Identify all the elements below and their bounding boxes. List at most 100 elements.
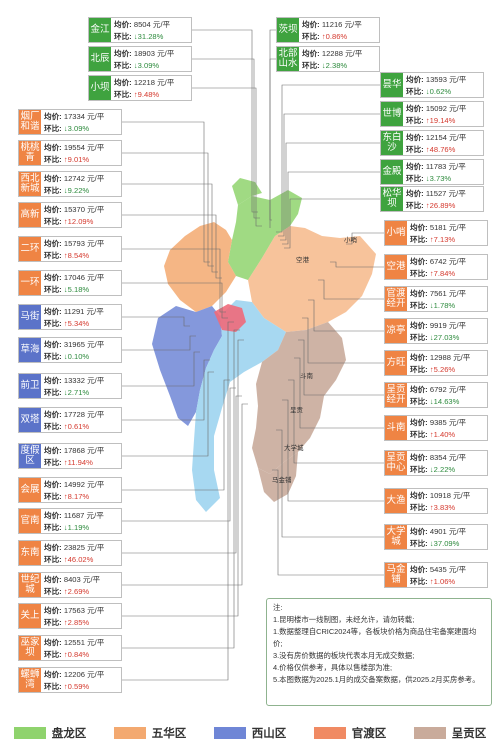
plate-mom: ↑2.69% (63, 586, 90, 596)
plate-mom-row: 环比: ↓0.62% (406, 86, 466, 98)
plate-values: 均价: 12288 元/平 环比: ↓2.38% (299, 47, 365, 71)
plate-values: 均价: 4901 元/平 环比: ↓37.09% (407, 525, 469, 549)
plate-price-row: 均价: 8354 元/平 (410, 452, 466, 464)
connector-line (122, 282, 228, 319)
plate-values: 均价: 12551 元/平 环比: ↑0.84% (41, 636, 107, 660)
plate-mom-row: 环比: ↑11.94% (44, 457, 104, 469)
plate-mom: ↑9.48% (133, 89, 160, 99)
plate-card: 大学城 均价: 4901 元/平 环比: ↓37.09% (384, 524, 488, 550)
mom-label: 环比: (44, 250, 62, 260)
price-label: 均价: (302, 49, 320, 58)
plate-mom: ↑1.40% (429, 429, 456, 439)
connector-line (122, 248, 226, 313)
plate-price: 11291 元/平 (63, 307, 104, 316)
mom-label: 环比: (44, 216, 62, 226)
price-label: 均价: (114, 78, 132, 87)
plate-card: 小坝 均价: 12218 元/平 环比: ↑9.48% (88, 75, 192, 101)
connector-line (288, 379, 384, 464)
plate-price: 12206 元/平 (63, 670, 105, 679)
plate-mom: ↑3.83% (429, 502, 456, 512)
map-region-chenggong (252, 322, 346, 474)
price-label: 均价: (44, 340, 62, 349)
plate-price: 5181 元/平 (429, 223, 467, 232)
price-label: 均价: (410, 353, 428, 362)
connector-line (318, 279, 384, 300)
plate-price: 12988 元/平 (429, 353, 471, 362)
connector-line (122, 329, 240, 649)
connector-line (122, 321, 234, 681)
notes-line-2: 1.数据整理自CRIC2024等，各板块价格为商品住宅备案建面均价; (273, 627, 477, 648)
plate-price-row: 均价: 23825 元/平 (44, 542, 104, 554)
plate-price-row: 均价: 31965 元/平 (44, 339, 104, 351)
plate-name: 桃桃青 (19, 141, 41, 165)
plate-mom: ↑0.59% (63, 681, 90, 691)
plate-name: 螺蛳湾 (19, 668, 41, 692)
plate-price: 17334 元/平 (63, 112, 105, 121)
plate-price: 5435 元/平 (429, 565, 467, 574)
plate-card: 双塔 均价: 17728 元/平 环比: ↑0.61% (18, 407, 122, 433)
plate-mom-row: 环比: ↑19.14% (406, 115, 466, 127)
plate-mom-row: 环比: ↓2.71% (44, 387, 104, 399)
price-label: 均价: (406, 133, 424, 142)
mom-label: 环比: (44, 586, 62, 596)
plate-card: 烟厂和谐 均价: 17334 元/平 环比: ↓3.09% (18, 109, 122, 135)
price-label: 均价: (44, 446, 62, 455)
plate-price-row: 均价: 11783 元/平 (406, 161, 466, 173)
mom-label: 环比: (44, 421, 62, 431)
price-label: 均价: (410, 418, 428, 427)
plate-price-row: 均价: 6742 元/平 (410, 256, 466, 268)
plate-mom: ↑2.85% (63, 617, 90, 627)
plate-name: 小坝 (89, 76, 111, 100)
plate-name: 官渡经开 (385, 287, 407, 311)
plate-mom-row: 环比: ↓14.63% (410, 396, 466, 408)
mom-label: 环比: (114, 89, 132, 99)
price-label: 均价: (410, 565, 428, 574)
plate-values: 均价: 18903 元/平 环比: ↓3.09% (111, 47, 177, 71)
plate-card: 高新 均价: 15370 元/平 环比: ↑12.09% (18, 202, 122, 228)
plate-values: 均价: 10918 元/平 环比: ↑3.83% (407, 489, 473, 513)
mom-label: 环比: (410, 332, 428, 342)
plate-values: 均价: 12206 元/平 环比: ↑0.59% (41, 668, 107, 692)
plate-price-row: 均价: 17563 元/平 (44, 605, 104, 617)
price-label: 均价: (44, 307, 62, 316)
legend-swatch-xishan (213, 727, 246, 739)
plate-price-row: 均价: 6792 元/平 (410, 384, 466, 396)
legend-item-guandu: 官渡区 (313, 725, 386, 741)
plate-mom: ↑48.76% (425, 144, 456, 154)
plate-mom: ↑1.06% (429, 576, 456, 586)
plate-mom: ↓31.28% (133, 31, 164, 41)
plate-values: 均价: 19554 元/平 环比: ↑9.01% (41, 141, 107, 165)
notes-box: 注: 1.昆明楼市一线制图，未经允许，请勿转载; 1.数据整理自CRIC2024… (266, 598, 492, 706)
notes-title: 注: (273, 603, 283, 612)
connector-line (122, 152, 214, 267)
plate-mom-row: 环比: ↑8.54% (44, 250, 104, 262)
plate-price: 9919 元/平 (429, 321, 467, 330)
mom-label: 环比: (410, 502, 428, 512)
plate-mom-row: 环比: ↑9.48% (114, 89, 174, 101)
plate-price: 11783 元/平 (425, 162, 466, 171)
plate-values: 均价: 12154 元/平 环比: ↑48.76% (403, 131, 469, 155)
plate-mom: ↑8.17% (63, 491, 90, 501)
plate-card: 凉亭 均价: 9919 元/平 环比: ↓27.03% (384, 318, 488, 344)
plate-name: 马街 (19, 305, 41, 329)
connector-line (276, 429, 384, 538)
price-label: 均价: (406, 104, 424, 113)
connector-line (122, 371, 214, 457)
plate-price-row: 均价: 17334 元/平 (44, 111, 104, 123)
plate-mom-row: 环比: ↓1.78% (410, 300, 466, 312)
mom-label: 环比: (114, 31, 132, 41)
mom-label: 环比: (410, 396, 428, 406)
connector-line (346, 232, 384, 245)
plate-card: 官渡经开 均价: 7561 元/平 环比: ↓1.78% (384, 286, 488, 312)
price-label: 均价: (114, 20, 132, 29)
plate-mom-row: 环比: ↑48.76% (406, 144, 466, 156)
notes-line-1: 1.昆明楼市一线制图，未经允许，请勿转载; (273, 615, 415, 624)
plate-card: 西北新城 均价: 12742 元/平 环比: ↓9.22% (18, 171, 122, 197)
plate-card: 世博 均价: 15092 元/平 环比: ↑19.14% (380, 101, 484, 127)
plate-card: 北辰 均价: 18903 元/平 环比: ↓3.09% (88, 46, 192, 72)
plate-price-row: 均价: 17868 元/平 (44, 445, 104, 457)
map-region-wuhua (164, 222, 236, 312)
plate-price: 10918 元/平 (429, 491, 471, 500)
plate-values: 均价: 14992 元/平 环比: ↑8.17% (41, 478, 107, 502)
plate-name: 高新 (19, 203, 41, 227)
